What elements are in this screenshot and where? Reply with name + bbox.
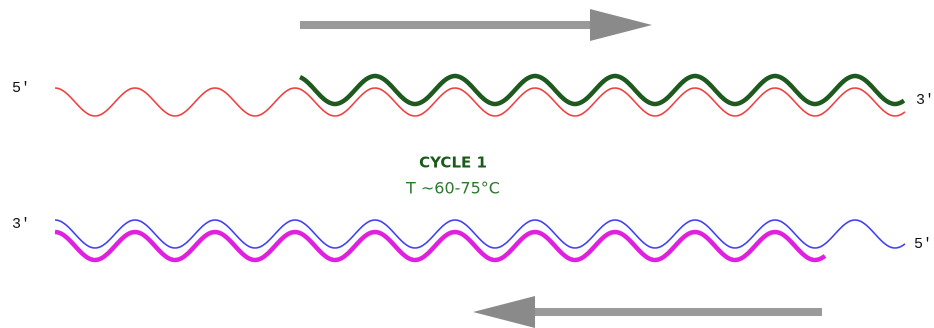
- new-strand: [55, 232, 825, 260]
- bottom-arrow: [473, 296, 822, 328]
- strand-end-label: 3': [916, 92, 934, 109]
- strand-end-label: 5': [12, 80, 30, 97]
- cycle-title: CYCLE 1: [419, 154, 487, 172]
- strand-end-label: 3': [12, 216, 30, 233]
- pcr-diagram: 5' 3' 3' 5' CYCLE 1 T ~60-75°C: [0, 0, 934, 328]
- cycle-temperature: T ~60-75°C: [405, 179, 500, 198]
- top-arrow: [300, 9, 652, 41]
- new-strand: [300, 76, 904, 104]
- strand-end-label: 5': [914, 236, 932, 253]
